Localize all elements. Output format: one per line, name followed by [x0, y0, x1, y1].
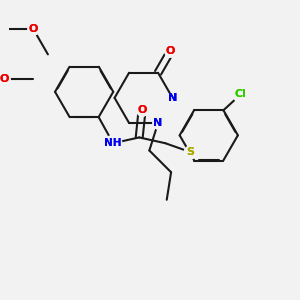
- Text: O: O: [166, 46, 175, 56]
- Text: N: N: [168, 93, 177, 103]
- Text: O: O: [137, 105, 147, 115]
- Text: NH: NH: [104, 138, 122, 148]
- Text: N: N: [153, 118, 163, 128]
- Text: Cl: Cl: [235, 89, 247, 100]
- Text: O: O: [137, 105, 147, 115]
- Text: Cl: Cl: [235, 89, 247, 100]
- Text: O: O: [0, 74, 9, 85]
- Text: O: O: [0, 74, 9, 85]
- Text: N: N: [153, 118, 163, 128]
- Text: N: N: [168, 93, 177, 103]
- Text: S: S: [186, 147, 194, 157]
- Text: O: O: [29, 24, 38, 34]
- Text: S: S: [186, 147, 194, 157]
- Text: O: O: [166, 46, 175, 56]
- Text: O: O: [29, 24, 38, 34]
- Text: NH: NH: [104, 138, 122, 148]
- Text: N: N: [168, 93, 177, 103]
